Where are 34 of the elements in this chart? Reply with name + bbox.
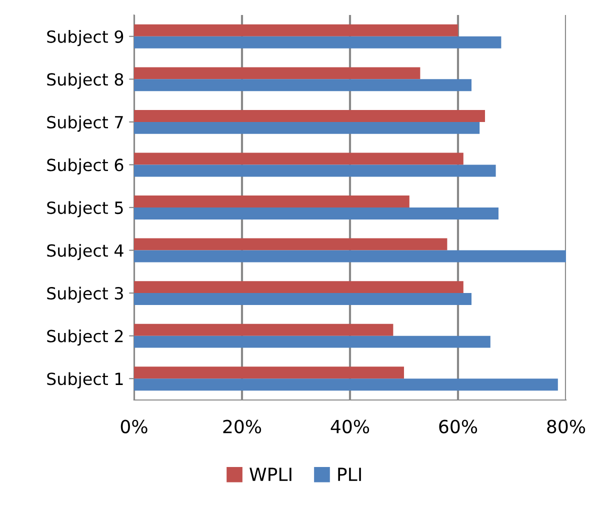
y-tick-label: Subject 2 [47, 330, 123, 346]
bar [134, 79, 472, 92]
bar [134, 122, 480, 134]
y-tick-label: Subject 6 [47, 158, 124, 175]
legend-label: PLI [338, 468, 361, 481]
bar [134, 336, 490, 348]
bar [134, 281, 464, 294]
bar [134, 110, 485, 122]
bar [134, 36, 502, 48]
y-tick-label: Subject 8 [47, 72, 124, 89]
bar [134, 67, 420, 80]
y-tick-label: Subject 4 [47, 244, 124, 260]
bar [134, 378, 558, 391]
y-tick-label: Subject 9 [47, 30, 124, 46]
x-tick-label: 40% [330, 420, 370, 434]
x-tick-label: 0% [120, 420, 148, 434]
y-tick-label: Subject 5 [47, 201, 123, 218]
y-tick-label: Subject 1 [47, 372, 123, 388]
y-tick-label: Subject 3 [47, 286, 123, 303]
bar [134, 24, 458, 36]
y-tick-label: Subject 7 [47, 116, 123, 132]
x-tick-label: 80% [547, 420, 586, 434]
bar [134, 164, 496, 177]
bar [134, 152, 464, 165]
bar [134, 366, 404, 379]
bar [134, 196, 410, 208]
bar [134, 293, 472, 306]
x-tick-label: 60% [439, 420, 478, 434]
bar [134, 324, 394, 336]
bar [134, 250, 566, 262]
legend-label: WPLI [250, 468, 292, 481]
x-tick-label: 20% [223, 420, 262, 434]
bar [134, 238, 448, 250]
bar [134, 208, 498, 220]
